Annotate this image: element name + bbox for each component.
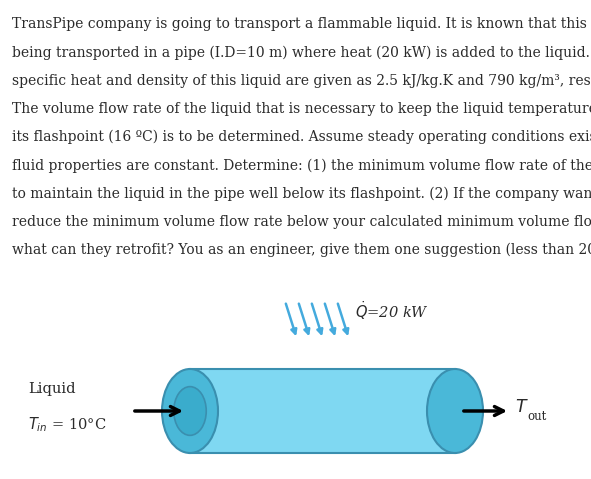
Ellipse shape (427, 369, 483, 453)
Text: Liquid: Liquid (28, 382, 76, 396)
Text: $\dot{Q}$=20 kW: $\dot{Q}$=20 kW (355, 299, 429, 322)
Text: being transported in a pipe (I.D=10 m) where heat (20 kW) is added to the liquid: being transported in a pipe (I.D=10 m) w… (12, 45, 591, 60)
Text: fluid properties are constant. Determine: (1) the minimum volume flow rate of th: fluid properties are constant. Determine… (12, 158, 591, 173)
Text: $T$: $T$ (515, 399, 529, 415)
Text: $T_{in}$ = 10°C: $T_{in}$ = 10°C (28, 416, 106, 434)
Ellipse shape (174, 387, 206, 435)
Text: to maintain the liquid in the pipe well below its flashpoint. (2) If the company: to maintain the liquid in the pipe well … (12, 186, 591, 201)
Text: The volume flow rate of the liquid that is necessary to keep the liquid temperat: The volume flow rate of the liquid that … (12, 102, 591, 116)
Ellipse shape (162, 369, 218, 453)
Text: specific heat and density of this liquid are given as 2.5 kJ/kg.K and 790 kg/m³,: specific heat and density of this liquid… (12, 73, 591, 88)
Text: reduce the minimum volume flow rate below your calculated minimum volume flow ra: reduce the minimum volume flow rate belo… (12, 215, 591, 229)
Text: TransPipe company is going to transport a flammable liquid. It is known that thi: TransPipe company is going to transport … (12, 17, 591, 31)
Text: what can they retrofit? You as an engineer, give them one suggestion (less than : what can they retrofit? You as an engine… (12, 243, 591, 258)
Text: out: out (527, 411, 546, 423)
Polygon shape (190, 369, 455, 453)
Text: its flashpoint (16 ºC) is to be determined. Assume steady operating conditions e: its flashpoint (16 ºC) is to be determin… (12, 130, 591, 145)
